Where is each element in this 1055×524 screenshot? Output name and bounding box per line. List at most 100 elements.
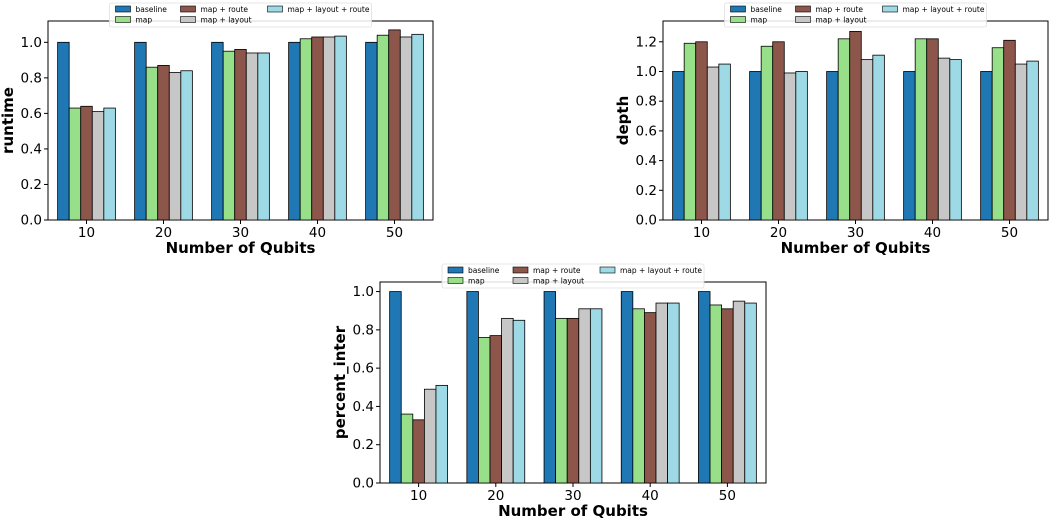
legend-swatch-map-layout [512, 277, 529, 284]
legend-frame [441, 263, 705, 289]
legend-swatch-map [115, 16, 131, 23]
legend: baseline map map + route map + layout map + … [724, 2, 987, 28]
y-tick-label: 0.8 [353, 322, 374, 338]
x-tick-label: 30 [564, 488, 581, 504]
depth-chart: 0.0 0.2 0.4 0.6 0.8 1.0 1.2 10 20 30 40 50 Number of… [614, 2, 1049, 257]
y-tick-label: 0.0 [21, 213, 42, 229]
bar-map-30 [555, 317, 568, 484]
bar-map-layout-30 [578, 308, 591, 484]
bar-baseline-20 [134, 41, 147, 221]
legend-swatch-map-layout-route [599, 266, 616, 274]
bar-map-20 [760, 45, 774, 221]
bar-map-10 [400, 413, 414, 484]
bar-map-20 [145, 66, 159, 221]
bar-map-layout-route-10 [718, 63, 731, 221]
legend-swatch-map-route [512, 266, 529, 274]
bar-map-layout-10 [706, 66, 720, 221]
bar-map-50 [991, 47, 1005, 221]
y-tick-label: 0.6 [353, 361, 374, 377]
bar-map-route-30 [566, 317, 580, 484]
legend-label-map: map [136, 16, 153, 25]
bar-map-30 [837, 38, 851, 221]
x-tick-label: 10 [78, 225, 95, 241]
legend-label-baseline: baseline [136, 5, 168, 14]
bar-map-layout-20 [168, 72, 182, 221]
bar-map-layout-40 [322, 36, 336, 221]
x-axis-title: Number of Qubits [781, 239, 931, 257]
bar-map-20 [478, 337, 491, 484]
bar-baseline-30 [826, 71, 839, 221]
x-tick-label: 30 [847, 225, 864, 241]
legend-swatch-map [730, 16, 746, 23]
y-tick-label: 1.0 [353, 284, 374, 300]
bar-baseline-50 [365, 41, 378, 221]
legend-swatch-map-route [180, 5, 196, 13]
legend-label-map-route: map + route [201, 5, 249, 14]
bar-map-40 [632, 308, 645, 484]
y-tick-label: 1.2 [636, 34, 657, 50]
y-tick-label: 0.4 [353, 399, 374, 415]
bar-map-40 [914, 38, 928, 221]
bar-map-route-20 [157, 65, 170, 221]
bar-map-layout-route-40 [334, 35, 347, 221]
bar-baseline-40 [288, 41, 301, 221]
bar-map-layout-route-40 [667, 302, 680, 484]
bar-map-layout-40 [937, 57, 951, 221]
bar-baseline-10 [57, 41, 70, 221]
bar-map-layout-10 [423, 388, 437, 484]
bar-map-route-30 [234, 49, 247, 221]
legend-swatch-baseline [730, 5, 746, 13]
bar-map-layout-50 [399, 36, 413, 221]
legend-label-map-layout: map + layout [533, 277, 584, 286]
bar-baseline-20 [749, 71, 762, 221]
legend-swatch-map-layout [795, 16, 811, 23]
bar-map-layout-30 [860, 59, 874, 221]
percent-inter-chart: 0.0 0.2 0.4 0.6 0.8 1.0 10 20 30 40 50 Number of Qu… [331, 263, 767, 520]
bar-map-layout-route-50 [411, 33, 424, 221]
legend-label-baseline: baseline [468, 266, 500, 275]
bar-map-layout-route-50 [1026, 60, 1039, 221]
bar-baseline-40 [620, 291, 634, 484]
y-tick-label: 0.0 [636, 213, 657, 229]
bar-map-layout-route-30 [872, 54, 885, 221]
bar-map-route-20 [772, 41, 785, 221]
bar-map-route-40 [644, 312, 657, 484]
y-tick-label: 0.8 [21, 70, 42, 86]
bar-baseline-50 [980, 71, 993, 221]
legend-swatch-map-layout [180, 16, 196, 23]
legend-label-map-layout-route: map + layout + route [903, 5, 985, 14]
y-tick-label: 0.0 [353, 476, 374, 492]
bar-map-layout-route-20 [180, 70, 193, 221]
bar-map-route-10 [80, 105, 93, 221]
y-tick-label: 0.6 [636, 123, 657, 139]
bar-map-layout-route-10 [435, 384, 448, 484]
bar-baseline-40 [903, 71, 916, 221]
x-tick-label: 30 [232, 225, 249, 241]
y-tick-label: 1.0 [636, 64, 657, 80]
bar-map-route-50 [721, 308, 734, 484]
x-tick-label: 20 [487, 488, 504, 504]
bar-baseline-10 [389, 291, 402, 484]
y-axis-title: runtime [0, 87, 17, 154]
bar-map-layout-route-50 [744, 302, 757, 484]
y-axis-title: depth [614, 96, 632, 146]
bar-baseline-10 [672, 71, 685, 221]
y-tick-label: 0.2 [636, 183, 657, 199]
x-axis-title: Number of Qubits [498, 502, 648, 520]
x-tick-label: 40 [309, 225, 326, 241]
bar-map-layout-10 [91, 111, 105, 221]
bar-map-50 [709, 304, 723, 484]
bar-map-10 [68, 107, 82, 221]
bar-map-layout-20 [783, 72, 797, 221]
bar-map-route-30 [849, 30, 862, 221]
bar-map-route-50 [1003, 39, 1016, 221]
bar-baseline-20 [466, 291, 479, 484]
y-tick-label: 0.2 [21, 177, 42, 193]
bar-map-50 [376, 34, 390, 221]
x-tick-label: 20 [155, 225, 172, 241]
y-tick-label: 0.6 [21, 106, 42, 122]
x-axis-title: Number of Qubits [166, 239, 316, 257]
bar-map-layout-30 [245, 52, 259, 221]
x-tick-label: 10 [693, 225, 710, 241]
bar-map-40 [299, 38, 313, 221]
